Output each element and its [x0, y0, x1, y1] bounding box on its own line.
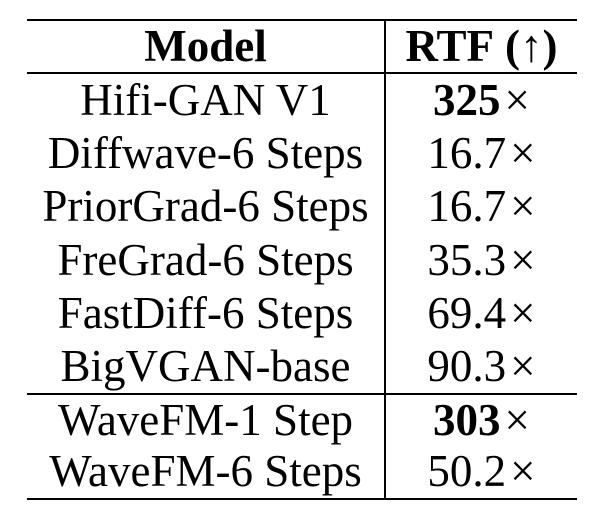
model-name: FastDiff-6 Steps: [57, 287, 354, 338]
rtf-value: 50.2: [427, 446, 507, 497]
rtf-value: 16.7: [427, 181, 507, 232]
times-symbol: ×: [510, 128, 536, 179]
times-symbol: ×: [510, 287, 536, 338]
table-row: PriorGrad-6 Steps 16.7 ×: [27, 180, 577, 233]
times-symbol: ×: [510, 181, 536, 232]
rtf-value: 325: [433, 75, 501, 126]
header-rtf-paren-close: ): [542, 21, 558, 71]
column-divider: [384, 21, 386, 499]
rtf-value: 90.3: [427, 341, 507, 392]
header-rtf-paren-open: (: [504, 21, 520, 71]
rtf-value-cell: 325 ×: [384, 78, 577, 123]
rtf-value-cell: 35.3 ×: [384, 234, 577, 285]
rtf-value: 16.7: [427, 128, 507, 179]
header-rtf: RTF ( ↑ ): [384, 24, 577, 69]
model-name: PriorGrad-6 Steps: [42, 181, 369, 232]
header-rtf-label: RTF: [405, 21, 494, 71]
table-header-row: Model RTF ( ↑ ): [27, 21, 577, 74]
table-row: FreGrad-6 Steps 35.3 ×: [27, 234, 577, 287]
model-name: FreGrad-6 Steps: [57, 234, 354, 285]
up-arrow-icon: ↑: [519, 21, 543, 71]
table-row: BigVGAN-base 90.3 ×: [27, 340, 577, 393]
times-symbol: ×: [504, 75, 530, 126]
table-row: WaveFM-6 Steps 50.2 ×: [27, 446, 577, 499]
rtf-value-cell: 90.3 ×: [384, 344, 577, 389]
rtf-value-cell: 16.7 ×: [384, 184, 577, 229]
rtf-value-cell: 69.4 ×: [384, 287, 577, 338]
rtf-value: 35.3: [427, 234, 507, 285]
model-name: WaveFM-6 Steps: [49, 446, 362, 497]
model-name: BigVGAN-base: [60, 341, 351, 392]
times-symbol: ×: [504, 394, 530, 445]
header-model: Model: [144, 21, 267, 71]
table-row: Diffwave-6 Steps 16.7 ×: [27, 127, 577, 180]
model-name: WaveFM-1 Step: [57, 394, 354, 445]
rtf-value-cell: 303 ×: [384, 394, 577, 445]
table-row: Hifi-GAN V1 325 ×: [27, 74, 577, 127]
times-symbol: ×: [510, 341, 536, 392]
model-name: Diffwave-6 Steps: [47, 128, 364, 179]
times-symbol: ×: [510, 446, 536, 497]
rtf-value: 69.4: [427, 287, 507, 338]
model-name: Hifi-GAN V1: [80, 75, 331, 126]
table-row: WaveFM-1 Step 303 ×: [27, 393, 577, 446]
rtf-value-cell: 16.7 ×: [384, 131, 577, 176]
table-row: FastDiff-6 Steps 69.4 ×: [27, 287, 577, 340]
times-symbol: ×: [510, 234, 536, 285]
rtf-value: 303: [433, 394, 501, 445]
rtf-value-cell: 50.2 ×: [384, 449, 577, 494]
rtf-results-table: Model RTF ( ↑ ) Hifi-GAN V1 325 × Diffwa…: [27, 19, 577, 501]
